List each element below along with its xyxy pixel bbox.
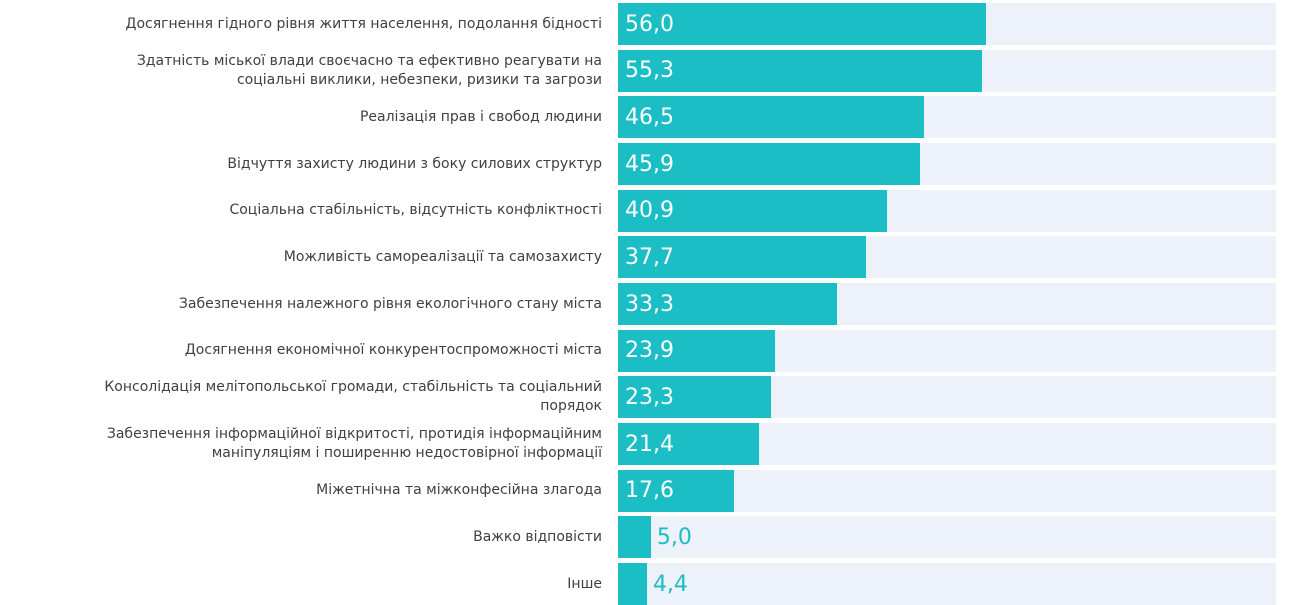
bar [618,376,772,419]
bar [618,469,734,512]
bar-track [618,563,1276,605]
category-label: Досягнення економічної конкурентоспромож… [184,342,602,359]
value-label: 40,9 [625,198,674,224]
category-label: Консолідація мелітопольської громади, ст… [104,379,602,415]
category-label: Відчуття захисту людини з боку силових с… [227,155,602,172]
bar [618,189,888,232]
value-label: 4,4 [652,571,688,597]
bar [618,563,647,605]
value-label: 5,0 [656,524,692,550]
category-label: Можливість самореалізації та самозахисту [283,248,602,265]
bar [618,143,921,185]
value-label: 17,6 [625,478,674,504]
bar [618,49,982,92]
bar [618,329,776,372]
value-label: 46,5 [625,104,674,130]
bar-track [618,516,1276,559]
category-label: Соціальна стабільність, відсутність конф… [229,202,602,219]
value-label: 23,9 [625,338,674,364]
bar [618,96,924,139]
value-label: 55,3 [625,58,674,84]
category-label: Здатність міської влади своєчасно та ефе… [136,52,602,88]
value-label: 23,3 [625,384,674,410]
category-label: Інше [567,575,602,592]
bar [618,283,838,326]
bar [618,236,867,279]
value-label: 56,0 [625,11,674,37]
category-label: Забезпечення належного рівня екологічног… [178,295,602,312]
bar [618,423,759,466]
category-label: Важко відповісти [473,528,602,545]
bar [618,516,651,559]
value-label: 37,7 [625,244,674,270]
bar [618,3,987,45]
value-label: 21,4 [625,431,674,457]
value-label: 45,9 [625,151,674,177]
category-label: Міжетнічна та міжконфесійна злагода [316,482,602,499]
value-label: 33,3 [625,291,674,317]
category-label: Досягнення гідного рівня життя населення… [125,15,602,32]
category-label: Забезпечення інформаційної відкритості, … [106,426,602,462]
category-label: Реалізація прав і свобод людини [359,108,602,125]
